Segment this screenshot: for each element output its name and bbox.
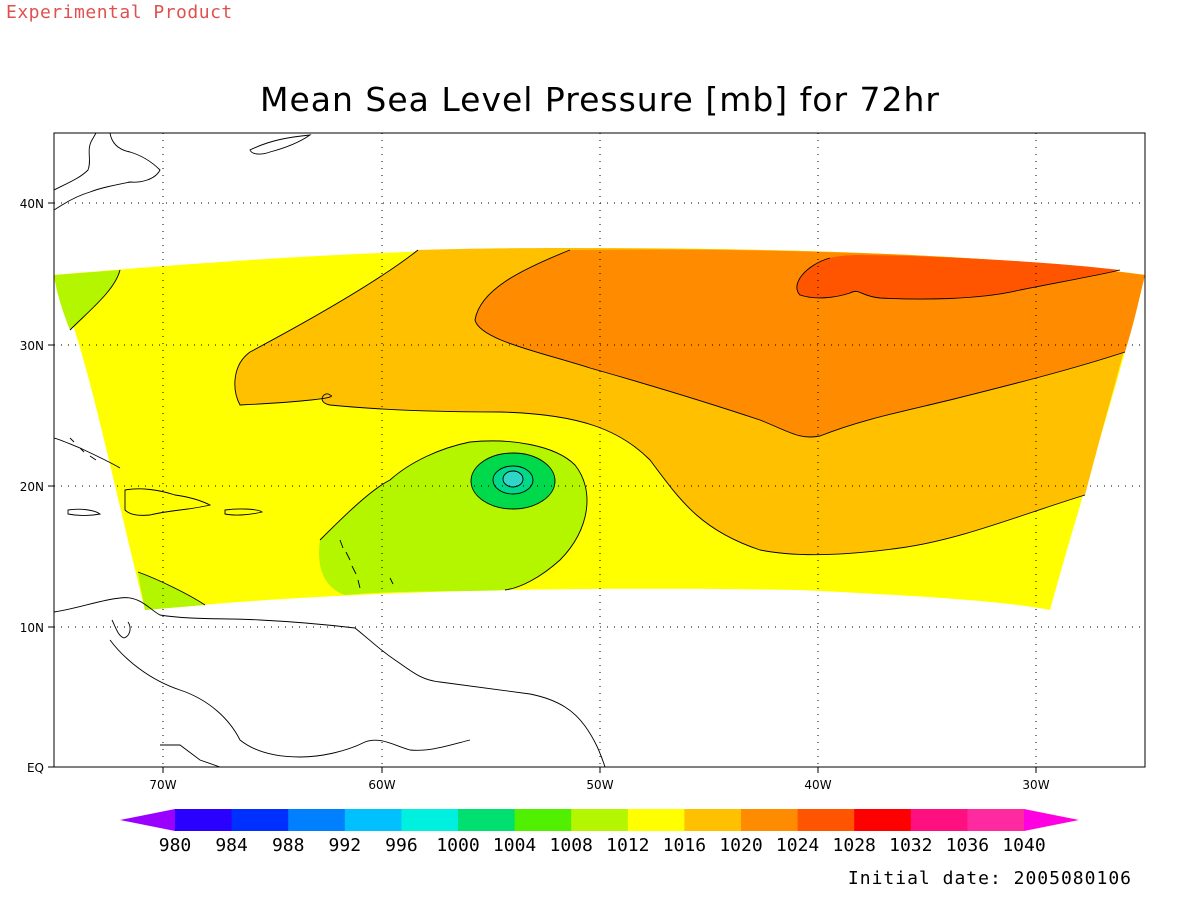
tick-marks bbox=[48, 202, 1037, 773]
lat-label: EQ bbox=[27, 761, 44, 775]
lon-label: 30W bbox=[1022, 778, 1049, 792]
colorbar-level-label: 1012 bbox=[606, 835, 649, 856]
coast-north-america bbox=[54, 133, 161, 211]
colorbar-level-label: 992 bbox=[329, 835, 362, 856]
lon-labels: 70W 60W 50W 40W 30W bbox=[149, 778, 1049, 792]
region-1008-1012-west bbox=[54, 270, 120, 330]
lon-label: 40W bbox=[804, 778, 831, 792]
coast-bahamas bbox=[69, 437, 97, 461]
lat-labels: EQ 10N 20N 30N 40N bbox=[20, 197, 44, 775]
lat-label: 40N bbox=[20, 197, 44, 211]
region-1008-1012-southwest bbox=[138, 572, 205, 610]
colorbar-level-label: 980 bbox=[159, 835, 192, 856]
chart-title: Mean Sea Level Pressure [mb] for 72hr bbox=[259, 80, 941, 119]
lat-label: 10N bbox=[20, 621, 44, 635]
colorbar-box bbox=[797, 809, 855, 831]
coast-lesser-antilles bbox=[339, 539, 394, 589]
colorbar-level-label: 1004 bbox=[493, 835, 536, 856]
colorbar-level-label: 1008 bbox=[550, 835, 593, 856]
colorbar-box bbox=[175, 809, 233, 831]
colorbar-box bbox=[854, 809, 912, 831]
colorbar-box bbox=[741, 809, 799, 831]
colorbar-box bbox=[684, 809, 742, 831]
lat-label: 30N bbox=[20, 339, 44, 353]
colorbar-level-label: 996 bbox=[385, 835, 418, 856]
colorbar-level-label: 1024 bbox=[776, 835, 819, 856]
colorbar-arrow-low bbox=[120, 809, 175, 831]
colorbar-level-label: 984 bbox=[215, 835, 248, 856]
coast-nova-scotia bbox=[249, 134, 312, 155]
colorbar-level-label: 1036 bbox=[946, 835, 989, 856]
colorbar-box bbox=[458, 809, 516, 831]
lat-label: 20N bbox=[20, 480, 44, 494]
colorbar-box bbox=[344, 809, 402, 831]
colorbar-box bbox=[401, 809, 459, 831]
lon-label: 60W bbox=[368, 778, 395, 792]
colorbar-level-label: 1028 bbox=[833, 835, 876, 856]
colorbar-level-label: 1020 bbox=[719, 835, 762, 856]
colorbar-box bbox=[231, 809, 289, 831]
map-canvas bbox=[54, 133, 1145, 767]
colorbar-level-label: 1040 bbox=[1002, 835, 1045, 856]
colorbar-arrow-high bbox=[1024, 809, 1079, 831]
initial-date: Initial date: 2005080106 bbox=[847, 868, 1132, 889]
coast-jamaica bbox=[67, 508, 102, 516]
lon-label: 50W bbox=[586, 778, 613, 792]
colorbar-box bbox=[627, 809, 685, 831]
coast-puerto-rico bbox=[224, 508, 264, 516]
colorbar-level-label: 1000 bbox=[436, 835, 479, 856]
coast-south-america bbox=[54, 597, 606, 767]
colorbar-labels: 980 984 988 992 996 1000 1004 1008 1012 1016 1020 1… bbox=[159, 835, 1046, 856]
colorbar-level-label: 1016 bbox=[663, 835, 706, 856]
colorbar-box bbox=[571, 809, 629, 831]
coastlines bbox=[54, 133, 606, 767]
grid-lines bbox=[54, 133, 1145, 767]
coast-hispaniola bbox=[124, 488, 212, 516]
region-996-1000 bbox=[503, 471, 523, 487]
experimental-product-label: Experimental Product bbox=[6, 2, 233, 23]
coast-south-america-inland bbox=[109, 639, 471, 767]
region-1024-1028 bbox=[796, 255, 1120, 300]
lon-label: 70W bbox=[149, 778, 176, 792]
colorbar bbox=[120, 809, 1079, 831]
colorbar-box bbox=[288, 809, 346, 831]
colorbar-box bbox=[967, 809, 1025, 831]
colorbar-level-label: 988 bbox=[272, 835, 305, 856]
colorbar-box bbox=[910, 809, 968, 831]
coast-venezuela-lake bbox=[111, 619, 131, 639]
colorbar-level-label: 1032 bbox=[889, 835, 932, 856]
colorbar-box bbox=[514, 809, 572, 831]
contour-lines bbox=[69, 249, 1126, 606]
